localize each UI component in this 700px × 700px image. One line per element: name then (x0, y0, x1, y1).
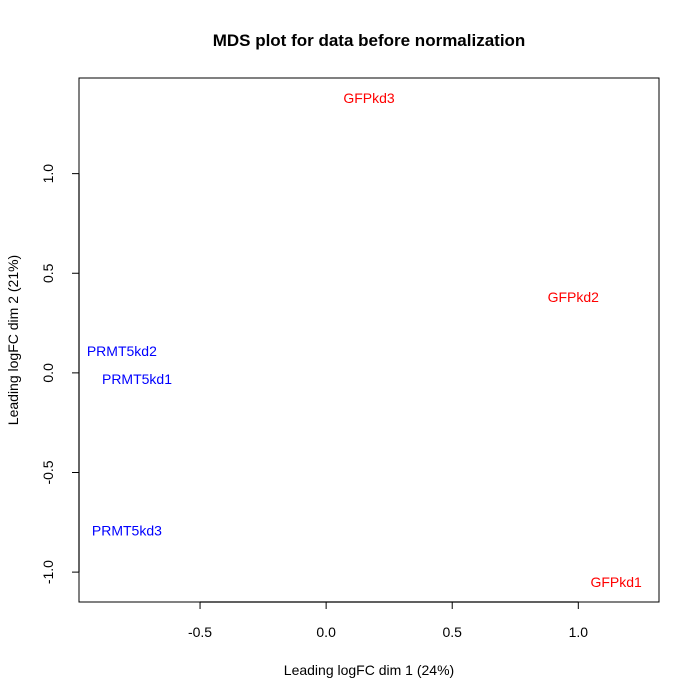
y-axis-label: Leading logFC dim 2 (21%) (5, 255, 21, 425)
data-points: GFPkd3 GFPkd2 PRMT5kd2 PRMT5kd1 PRMT5kd3 GFPk… (87, 90, 642, 590)
point-label-prmt5kd1: PRMT5kd1 (102, 371, 172, 387)
x-axis-label: Leading logFC dim 1 (24%) (284, 662, 454, 678)
point-label-gfpkd2: GFPkd2 (548, 289, 600, 305)
y-tick-label: 1.0 (40, 164, 56, 184)
x-tick-label: 0.5 (442, 624, 462, 640)
x-tick-label: -0.5 (188, 624, 212, 640)
point-label-prmt5kd2: PRMT5kd2 (87, 343, 157, 359)
x-tick-label: 1.0 (569, 624, 589, 640)
plot-frame (78, 77, 660, 603)
y-tick-label: -0.5 (40, 460, 56, 484)
y-tick-label: 0.5 (40, 263, 56, 283)
x-axis: -0.5 0.0 0.5 1.0 (188, 601, 589, 640)
point-label-gfpkd1: GFPkd1 (590, 574, 642, 590)
x-tick-label: 0.0 (316, 624, 336, 640)
chart-title: MDS plot for data before normalization (213, 31, 526, 50)
point-label-gfpkd3: GFPkd3 (343, 90, 395, 106)
point-label-prmt5kd3: PRMT5kd3 (92, 522, 162, 538)
y-tick-label: 0.0 (40, 363, 56, 383)
y-axis: -1.0 -0.5 0.0 0.5 1.0 (40, 164, 80, 584)
y-tick-label: -1.0 (40, 560, 56, 584)
